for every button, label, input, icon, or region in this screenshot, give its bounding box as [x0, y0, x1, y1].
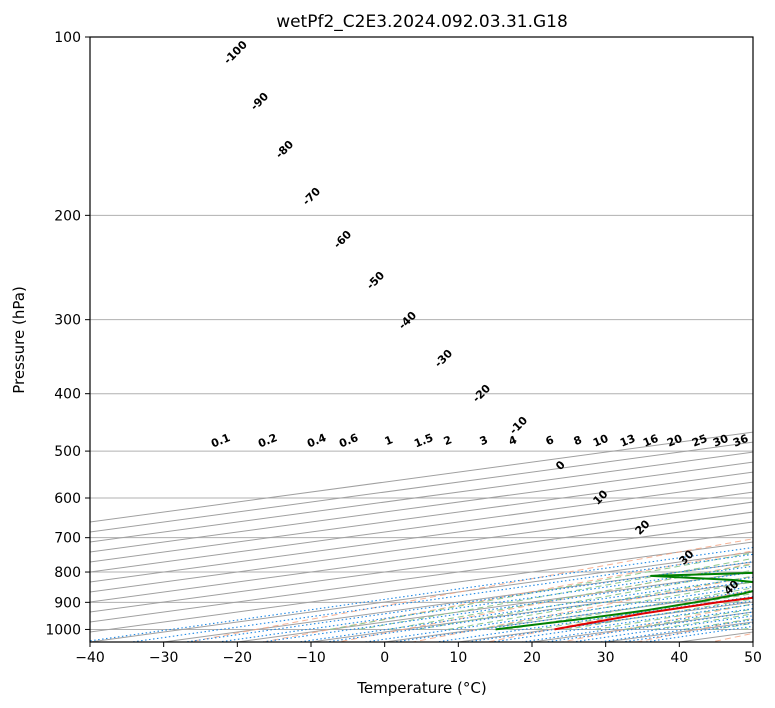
mixing-ratio-line [90, 546, 753, 642]
mixing-ratio-label: 36 [731, 432, 750, 450]
x-axis-label: Temperature (°C) [356, 679, 486, 697]
mixing-ratio-label: 30 [711, 432, 730, 450]
x-tick-label: 30 [597, 650, 615, 666]
mixing-ratio-label: 16 [641, 432, 660, 450]
dewpoint-profile-line [495, 571, 753, 631]
y-tick-label: 100 [54, 30, 81, 46]
dry-adiabat-line [188, 538, 753, 642]
y-tick-label: 500 [54, 444, 81, 460]
mixing-ratio-label: 25 [690, 432, 709, 450]
mixing-ratio-line [522, 608, 753, 642]
x-tick-label: 10 [449, 650, 467, 666]
background-lines [90, 37, 753, 642]
y-tick-label: 600 [54, 491, 81, 507]
moist-adiabat-line [329, 552, 753, 630]
x-axis: −40 −30 −20 −10 0 10 20 30 40 50 [75, 642, 762, 666]
plot-frame [89, 36, 754, 643]
isotherm-line [90, 511, 753, 603]
isotherm-line [90, 501, 753, 593]
y-tick-label: 1000 [45, 622, 81, 638]
mixing-ratio-line [467, 600, 753, 642]
y-tick-label: 700 [54, 531, 81, 547]
mixing-ratio-label: 2 [442, 433, 454, 448]
x-tick-label: −20 [223, 650, 253, 666]
moist-adiabat-line [447, 575, 753, 630]
isotherm-line [90, 471, 753, 563]
isotherm-line [90, 521, 753, 613]
y-tick-label: 200 [54, 208, 81, 224]
mixing-ratio-label: 3 [478, 433, 490, 448]
y-tick-label: 400 [54, 387, 81, 403]
isotherm-line [90, 531, 753, 623]
mixing-ratio-label: 10 [591, 432, 610, 450]
x-tick-label: 40 [670, 650, 688, 666]
y-axis-label: Pressure (hPa) [10, 286, 28, 394]
isotherm-line [90, 461, 753, 553]
isotherm-line [90, 481, 753, 573]
sounding-profiles [495, 571, 753, 631]
mixing-ratio-line [218, 565, 753, 642]
x-tick-label: 20 [523, 650, 541, 666]
isotherm-line [90, 491, 753, 583]
mixing-ratio-line [572, 615, 753, 642]
mixing-ratio-line [299, 576, 753, 642]
x-tick-label: −40 [75, 650, 105, 666]
mixing-ratio-label: 13 [618, 432, 637, 450]
x-tick-label: −10 [296, 650, 326, 666]
y-tick-label: 900 [54, 595, 81, 611]
y-tick-label: 300 [54, 313, 81, 329]
mixing-ratio-label: 20 [665, 432, 684, 450]
mixing-ratio-label: 8 [572, 433, 584, 448]
chart-title: wetPf2_C2E3.2024.092.03.31.G18 [276, 12, 568, 32]
isotherm-line [90, 451, 753, 543]
y-tick-label: 800 [54, 565, 81, 581]
moist-adiabat-line [418, 569, 753, 630]
y-axis: 100 200 300 400 500 600 700 800 900 1000 [45, 30, 90, 638]
x-tick-label: −30 [149, 650, 179, 666]
x-tick-label: 0 [380, 650, 389, 666]
mixing-ratio-label: 1 [383, 433, 395, 448]
x-tick-label: 50 [744, 650, 762, 666]
